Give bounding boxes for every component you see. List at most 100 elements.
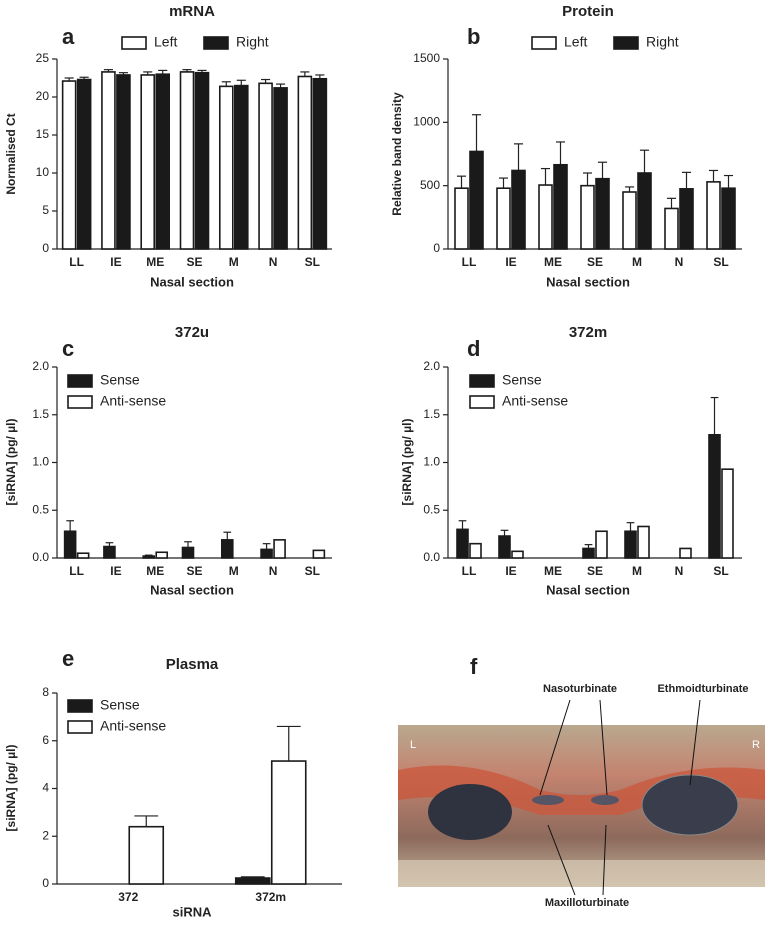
- chart-title: 372u: [175, 324, 209, 341]
- y-tick-label: 1000: [413, 115, 440, 129]
- legend-swatch: [469, 374, 495, 388]
- x-tick-label: SE: [587, 255, 603, 269]
- x-tick-label: 372m: [255, 890, 286, 904]
- y-axis-label: [siRNA] (pg/ µl): [4, 419, 18, 506]
- legend-label: Sense: [100, 697, 140, 713]
- y-axis-label: [siRNA] (pg/ µl): [4, 745, 18, 832]
- legend-label: Left: [154, 34, 177, 50]
- x-tick-label: SE: [587, 564, 603, 578]
- legend-swatch: [531, 36, 557, 50]
- bar: [63, 530, 77, 559]
- bar: [580, 184, 595, 250]
- x-axis-label: siRNA: [172, 904, 212, 919]
- bar: [297, 75, 313, 250]
- legend-label: Left: [564, 34, 587, 50]
- x-tick-label: M: [632, 564, 642, 578]
- x-tick-label: M: [229, 255, 239, 269]
- bar: [312, 77, 328, 250]
- bar: [233, 84, 249, 250]
- bar: [220, 539, 234, 559]
- bar: [456, 528, 469, 559]
- photo-panel: f L R Nasoturbinate Ethmoidturbinate Max…: [398, 654, 765, 909]
- photo-turbinate: [591, 795, 619, 805]
- bar: [538, 184, 553, 250]
- bar: [708, 434, 721, 559]
- x-tick-label: ME: [544, 255, 562, 269]
- y-tick-label: 2: [42, 828, 49, 842]
- legend-label: Anti-sense: [100, 718, 166, 734]
- y-tick-label: 2.0: [32, 359, 49, 373]
- x-tick-label: LL: [69, 564, 84, 578]
- y-tick-label: 10: [36, 165, 50, 179]
- bar: [155, 551, 169, 559]
- bar: [128, 825, 165, 885]
- legend-label: Sense: [100, 372, 140, 388]
- x-tick-label: SL: [713, 564, 728, 578]
- photo-label: L: [410, 739, 416, 751]
- x-tick-label: IE: [505, 564, 516, 578]
- bar: [103, 545, 116, 559]
- bar: [553, 163, 568, 250]
- bar: [622, 191, 637, 250]
- photo-turbinate: [428, 784, 512, 840]
- bar: [142, 555, 156, 559]
- panel-letter: b: [467, 24, 480, 49]
- legend-swatch: [67, 374, 93, 388]
- legend-label: Anti-sense: [502, 393, 568, 409]
- y-axis-label: Relative band density: [390, 92, 404, 216]
- pointer: [602, 824, 607, 896]
- bar: [194, 71, 210, 250]
- bar: [270, 760, 307, 885]
- x-tick-label: N: [269, 255, 278, 269]
- panel-letter: d: [467, 336, 480, 361]
- bar: [706, 181, 721, 250]
- y-tick-label: 20: [36, 89, 50, 103]
- chart-title: mRNA: [169, 3, 215, 20]
- bar: [595, 177, 610, 250]
- bar: [181, 546, 195, 559]
- x-tick-label: ME: [544, 564, 562, 578]
- y-axis-label: Normalised Ct: [4, 113, 18, 194]
- bar: [140, 74, 156, 250]
- legend-label: Right: [646, 34, 679, 50]
- x-axis-label: Nasal section: [150, 274, 234, 289]
- legend-label: Right: [236, 34, 269, 50]
- panel-letter: e: [62, 646, 74, 671]
- x-axis-label: Nasal section: [150, 582, 234, 597]
- bar: [721, 468, 734, 559]
- x-tick-label: N: [675, 255, 684, 269]
- legend-swatch: [67, 699, 93, 713]
- x-tick-label: M: [229, 564, 239, 578]
- x-axis-label: Nasal section: [546, 582, 630, 597]
- chart-title: 372m: [569, 324, 607, 341]
- bar: [469, 542, 482, 559]
- bar: [664, 207, 679, 250]
- y-tick-label: 0.0: [32, 550, 49, 564]
- panel-letter: c: [62, 336, 74, 361]
- pointer: [599, 699, 608, 796]
- x-tick-label: SL: [713, 255, 728, 269]
- bar: [454, 187, 469, 250]
- photo-label: Nasoturbinate: [543, 683, 617, 695]
- bar: [511, 550, 524, 559]
- bar: [595, 530, 608, 559]
- legend-label: Sense: [502, 372, 542, 388]
- bar: [624, 530, 637, 559]
- chart-title: Plasma: [166, 656, 219, 673]
- legend-swatch: [469, 395, 495, 409]
- x-tick-label: ME: [146, 255, 164, 269]
- y-tick-label: 2.0: [423, 359, 440, 373]
- x-tick-label: SL: [305, 255, 320, 269]
- bar: [76, 78, 92, 250]
- bar: [76, 552, 90, 559]
- bar: [511, 169, 526, 250]
- x-tick-label: 372: [118, 890, 138, 904]
- y-tick-label: 0: [433, 241, 440, 255]
- y-tick-label: 0.5: [423, 502, 440, 516]
- y-tick-label: 0.0: [423, 550, 440, 564]
- x-tick-label: N: [269, 564, 278, 578]
- y-tick-label: 1.5: [32, 407, 49, 421]
- x-tick-label: LL: [462, 255, 477, 269]
